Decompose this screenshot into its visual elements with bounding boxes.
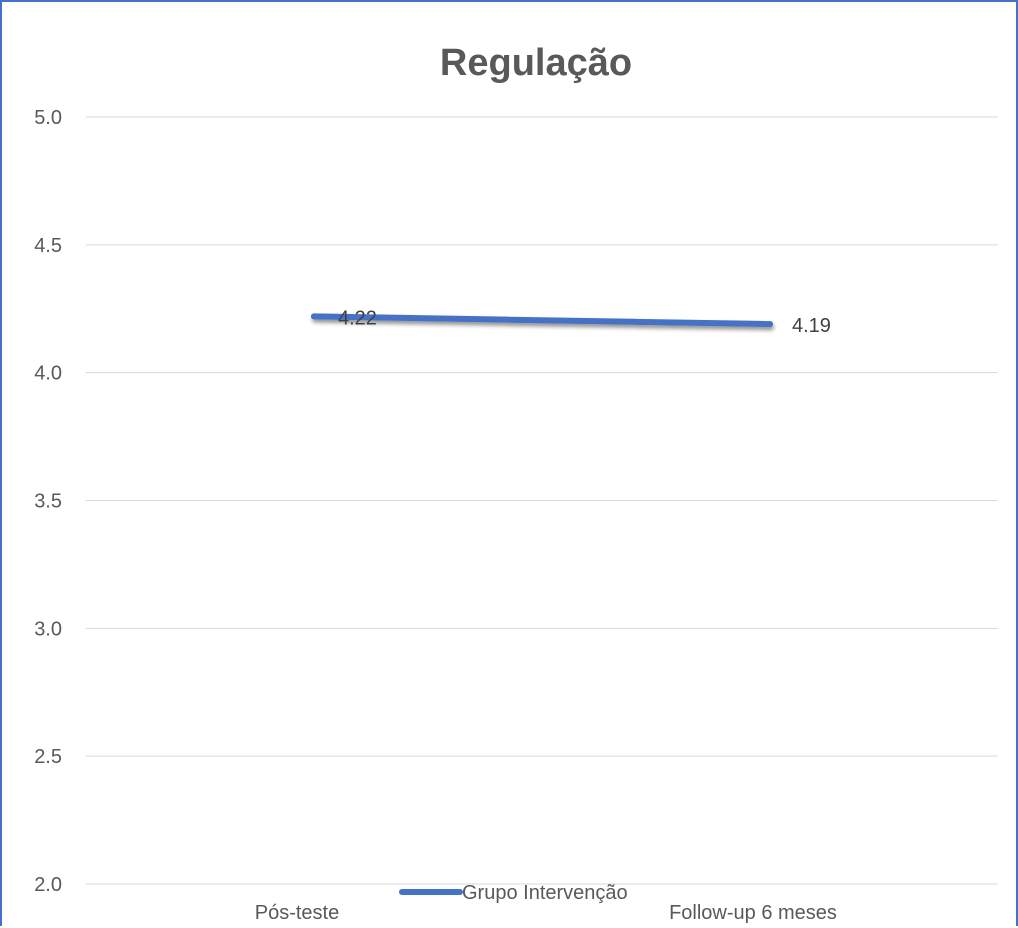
x-tick-label: Follow-up 6 meses xyxy=(669,902,837,924)
legend: Grupo Intervenção xyxy=(399,882,628,904)
y-tick-label: 4.0 xyxy=(34,363,62,385)
x-axis-ticks: Pós-teste Follow-up 6 meses xyxy=(255,902,837,924)
x-tick-label: Pós-teste xyxy=(255,902,339,924)
y-tick-label: 3.0 xyxy=(34,618,62,640)
y-tick-label: 2.5 xyxy=(34,746,62,768)
data-label: 4.22 xyxy=(338,307,377,329)
series-group xyxy=(311,313,773,328)
data-point xyxy=(767,321,773,328)
gridlines xyxy=(86,116,998,885)
series-line xyxy=(311,313,773,328)
data-label: 4.19 xyxy=(792,315,831,337)
data-point xyxy=(311,313,317,320)
y-tick-label: 5.0 xyxy=(34,107,62,129)
y-tick-label: 2.0 xyxy=(34,874,62,896)
legend-label: Grupo Intervenção xyxy=(462,882,628,904)
y-tick-label: 3.5 xyxy=(34,491,62,513)
y-tick-label: 4.5 xyxy=(34,235,62,257)
chart-title: Regulação xyxy=(440,42,632,84)
y-axis-ticks: 2.0 2.5 3.0 3.5 4.0 4.5 5.0 xyxy=(34,107,62,896)
data-labels: 4.22 4.19 xyxy=(338,307,831,337)
